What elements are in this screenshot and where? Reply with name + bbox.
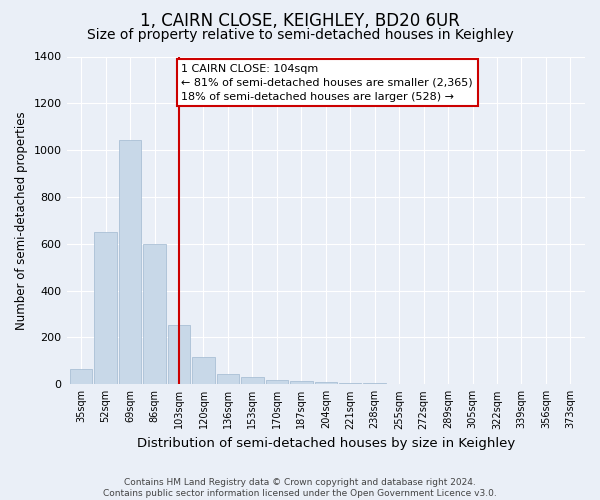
- Bar: [168, 324, 190, 384]
- Text: 1, CAIRN CLOSE, KEIGHLEY, BD20 6UR: 1, CAIRN CLOSE, KEIGHLEY, BD20 6UR: [140, 12, 460, 30]
- Bar: [143, 244, 166, 384]
- Bar: [314, 382, 337, 384]
- Bar: [241, 378, 263, 384]
- Bar: [119, 140, 142, 384]
- Bar: [266, 380, 288, 384]
- Bar: [94, 232, 117, 384]
- Y-axis label: Number of semi-detached properties: Number of semi-detached properties: [15, 111, 28, 330]
- Bar: [290, 381, 313, 384]
- Text: 1 CAIRN CLOSE: 104sqm
← 81% of semi-detached houses are smaller (2,365)
18% of s: 1 CAIRN CLOSE: 104sqm ← 81% of semi-deta…: [181, 64, 473, 102]
- Bar: [339, 383, 361, 384]
- Bar: [70, 369, 92, 384]
- Bar: [192, 358, 215, 384]
- Bar: [217, 374, 239, 384]
- Text: Contains HM Land Registry data © Crown copyright and database right 2024.
Contai: Contains HM Land Registry data © Crown c…: [103, 478, 497, 498]
- Bar: [364, 383, 386, 384]
- Text: Size of property relative to semi-detached houses in Keighley: Size of property relative to semi-detach…: [86, 28, 514, 42]
- X-axis label: Distribution of semi-detached houses by size in Keighley: Distribution of semi-detached houses by …: [137, 437, 515, 450]
